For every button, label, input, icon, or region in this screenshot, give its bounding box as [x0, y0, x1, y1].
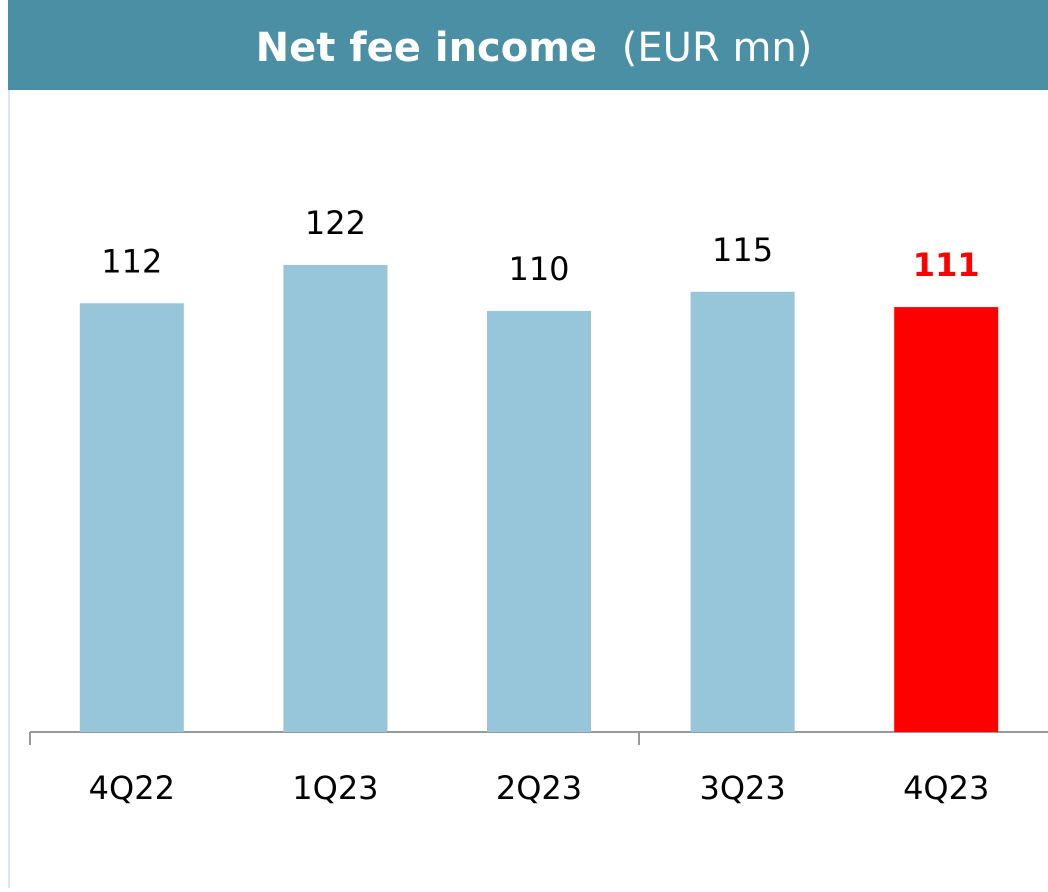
bar: [487, 310, 591, 732]
value-label: 115: [712, 231, 773, 269]
bar: [894, 307, 999, 732]
value-label: 112: [101, 242, 162, 280]
x-tick-label: 2Q23: [496, 769, 582, 807]
header-band: [8, 0, 1048, 90]
value-label: 122: [305, 204, 366, 242]
x-tick-label: 4Q22: [89, 769, 175, 807]
bar: [79, 303, 184, 732]
bar: [283, 265, 388, 732]
chart-title: Net fee income (EUR mn): [256, 25, 813, 71]
x-tick-label: 4Q23: [903, 769, 989, 807]
x-tick-label: 1Q23: [292, 769, 378, 807]
value-label: 110: [508, 250, 569, 288]
bar: [690, 291, 795, 732]
title: Net fee income: [256, 25, 597, 71]
value-label: 111: [913, 246, 980, 284]
x-tick-label: 3Q23: [699, 769, 785, 807]
unit: (EUR mn): [622, 25, 813, 71]
